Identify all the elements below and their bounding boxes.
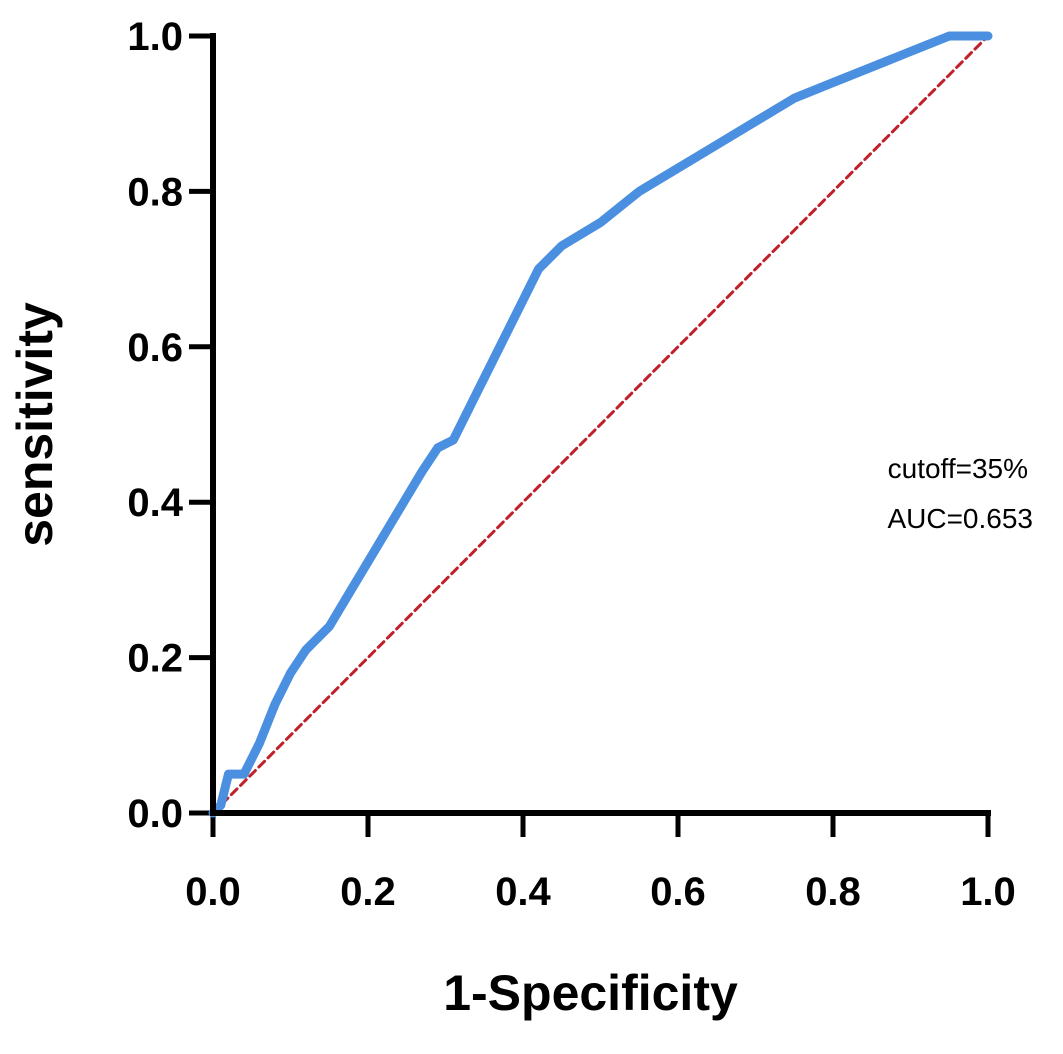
x-axis-ticks: 0.0 0.2 0.4 0.6 0.8 1.0 (185, 813, 1016, 914)
x-tick-label: 1.0 (960, 870, 1016, 914)
x-tick-label: 0.2 (340, 870, 396, 914)
x-tick-label: 0.8 (805, 870, 861, 914)
y-tick-label: 0.0 (127, 792, 183, 836)
y-tick-label: 0.6 (127, 326, 183, 370)
x-tick-label: 0.0 (185, 870, 241, 914)
auc-annotation: AUC=0.653 (887, 503, 1033, 534)
y-axis-ticks: 0.0 0.2 0.4 0.6 0.8 1.0 (127, 15, 213, 836)
y-tick-label: 0.8 (127, 170, 183, 214)
x-axis-title: 1-Specificity (443, 965, 738, 1021)
y-tick-label: 0.2 (127, 637, 183, 681)
y-tick-label: 0.4 (127, 481, 183, 525)
roc-curve-line (208, 31, 993, 818)
series-layer (208, 31, 993, 818)
reference-diagonal-line (211, 34, 990, 815)
x-tick-label: 0.4 (495, 870, 551, 914)
x-tick-label: 0.6 (650, 870, 706, 914)
y-tick-label: 1.0 (127, 15, 183, 59)
cutoff-annotation: cutoff=35% (888, 453, 1028, 484)
y-axis-title: sensitivity (7, 302, 63, 547)
